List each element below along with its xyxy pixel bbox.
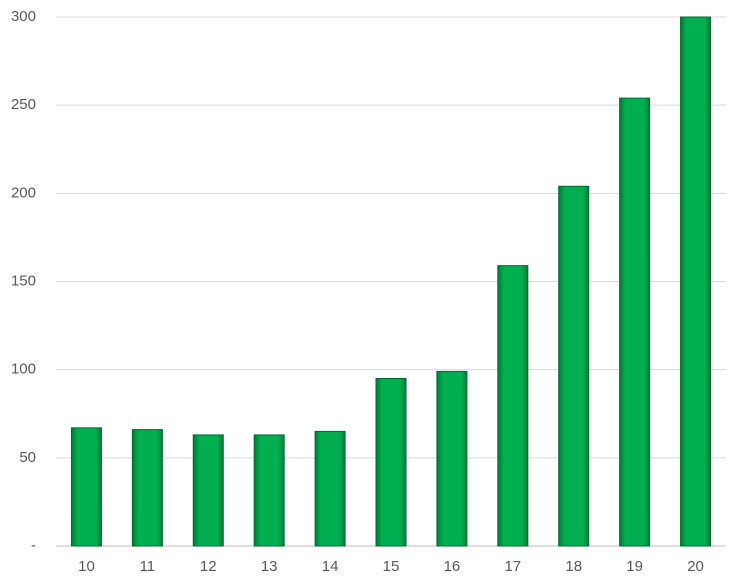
y-tick-label: 100 xyxy=(11,361,36,378)
bar xyxy=(680,16,712,547)
y-tick-label: 50 xyxy=(19,449,36,466)
x-tick-label: 15 xyxy=(383,558,400,575)
x-tick-label: 20 xyxy=(687,558,704,575)
x-tick-label: 11 xyxy=(140,558,156,575)
y-tick-label: 300 xyxy=(11,8,36,25)
bar xyxy=(131,429,163,547)
bar xyxy=(436,370,468,547)
x-tick-label: 10 xyxy=(78,558,95,575)
bar xyxy=(558,185,590,547)
x-tick-label: 16 xyxy=(444,558,461,575)
bar xyxy=(619,97,651,547)
bar xyxy=(497,265,529,547)
bar xyxy=(192,434,224,547)
y-tick-label: - xyxy=(31,537,36,554)
bar xyxy=(253,434,285,547)
x-tick-label: 13 xyxy=(261,558,278,575)
y-tick-label: 150 xyxy=(11,272,36,289)
x-tick-label: 14 xyxy=(322,558,339,575)
bar xyxy=(314,430,346,547)
x-tick-label: 17 xyxy=(504,558,521,575)
y-tick-label: 250 xyxy=(11,96,36,113)
bar xyxy=(70,427,102,547)
x-tick-label: 18 xyxy=(565,558,582,575)
x-tick-label: 19 xyxy=(626,558,643,575)
bar xyxy=(375,377,407,547)
y-tick-label: 200 xyxy=(11,184,36,201)
x-tick-label: 12 xyxy=(200,558,217,575)
